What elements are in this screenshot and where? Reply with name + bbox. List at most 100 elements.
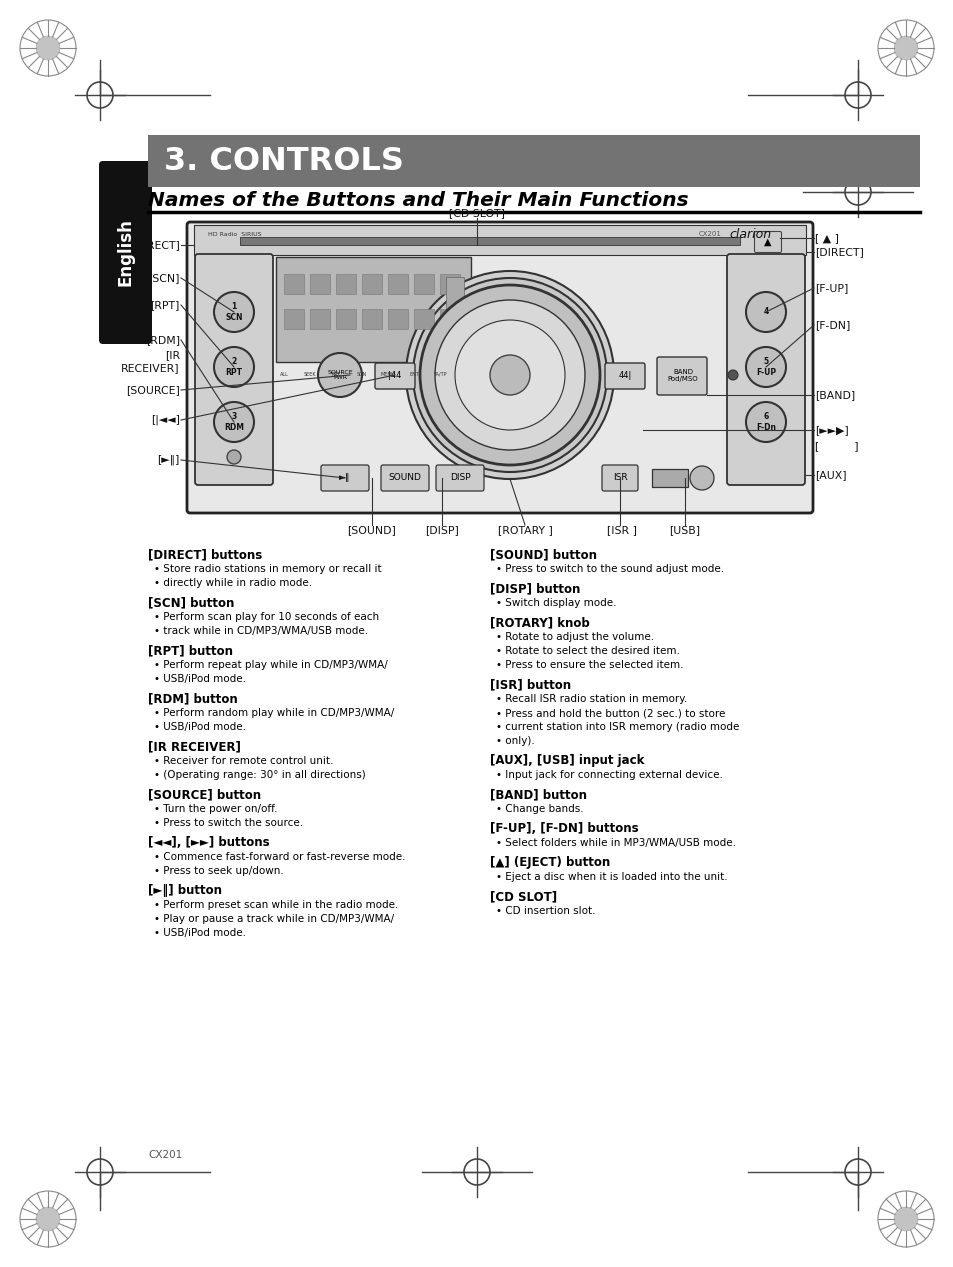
Text: • Eject a disc when it is loaded into the unit.: • Eject a disc when it is loaded into th… xyxy=(496,872,727,882)
Text: [▲] (EJECT) button: [▲] (EJECT) button xyxy=(490,856,610,869)
Text: • Switch display mode.: • Switch display mode. xyxy=(496,598,616,608)
Circle shape xyxy=(317,353,361,397)
Circle shape xyxy=(689,466,713,490)
Bar xyxy=(148,136,919,188)
FancyBboxPatch shape xyxy=(601,465,638,492)
Text: • Perform random play while in CD/MP3/WMA/: • Perform random play while in CD/MP3/WM… xyxy=(153,708,394,718)
Circle shape xyxy=(455,321,564,430)
Text: • Turn the power on/off.: • Turn the power on/off. xyxy=(153,805,277,813)
Circle shape xyxy=(227,450,241,464)
Text: • Play or pause a track while in CD/MP3/WMA/: • Play or pause a track while in CD/MP3/… xyxy=(153,914,394,924)
Text: [IR RECEIVER]: [IR RECEIVER] xyxy=(148,740,240,753)
Text: DISP: DISP xyxy=(449,474,470,483)
Text: HD Radio  SIRIUS: HD Radio SIRIUS xyxy=(208,232,261,237)
Text: CX201: CX201 xyxy=(698,231,720,237)
Text: • USB/iPod mode.: • USB/iPod mode. xyxy=(153,927,246,938)
Text: [►‖] button: [►‖] button xyxy=(148,884,222,897)
Circle shape xyxy=(727,370,738,380)
Bar xyxy=(310,309,330,329)
Text: • Recall ISR radio station in memory.: • Recall ISR radio station in memory. xyxy=(496,694,686,704)
Text: English: English xyxy=(116,219,134,286)
Bar xyxy=(414,309,434,329)
Text: SEEK: SEEK xyxy=(303,371,316,376)
Text: [CD SLOT]: [CD SLOT] xyxy=(449,208,504,218)
Text: [SOUND]: [SOUND] xyxy=(347,525,396,535)
Text: 5
F-UP: 5 F-UP xyxy=(755,357,775,376)
Circle shape xyxy=(213,347,253,386)
Text: RECEIVER]: RECEIVER] xyxy=(121,364,180,372)
Text: [F-UP]: [F-UP] xyxy=(814,283,847,293)
Text: 2
RPT: 2 RPT xyxy=(225,357,242,376)
Circle shape xyxy=(36,35,60,60)
FancyBboxPatch shape xyxy=(99,161,152,345)
Text: [RDM] button: [RDM] button xyxy=(148,692,237,704)
Bar xyxy=(193,226,805,255)
Text: • Perform scan play for 10 seconds of each: • Perform scan play for 10 seconds of ea… xyxy=(153,612,378,622)
Text: [ISR ]: [ISR ] xyxy=(606,525,637,535)
Text: CX201: CX201 xyxy=(148,1150,182,1161)
Text: [◄◄], [►►] buttons: [◄◄], [►►] buttons xyxy=(148,836,270,849)
Text: TA/TP: TA/TP xyxy=(433,371,446,376)
Bar xyxy=(284,309,304,329)
Circle shape xyxy=(745,402,785,442)
Text: • Rotate to adjust the volume.: • Rotate to adjust the volume. xyxy=(496,632,654,642)
FancyBboxPatch shape xyxy=(375,364,415,389)
Text: [BAND] button: [BAND] button xyxy=(490,788,586,801)
Bar xyxy=(335,274,355,294)
Text: [F-UP], [F-DN] buttons: [F-UP], [F-DN] buttons xyxy=(490,822,638,835)
Circle shape xyxy=(419,285,599,465)
Text: • Select folders while in MP3/WMA/USB mode.: • Select folders while in MP3/WMA/USB mo… xyxy=(496,837,735,848)
Text: [ISR] button: [ISR] button xyxy=(490,678,571,691)
Text: • Press to ensure the selected item.: • Press to ensure the selected item. xyxy=(496,660,682,670)
Text: ISR: ISR xyxy=(612,474,627,483)
FancyBboxPatch shape xyxy=(436,465,483,492)
Text: ALL: ALL xyxy=(279,371,288,376)
Circle shape xyxy=(36,1207,60,1232)
Text: • Input jack for connecting external device.: • Input jack for connecting external dev… xyxy=(496,770,722,780)
Text: MENU: MENU xyxy=(380,371,395,376)
Text: 3
RDM: 3 RDM xyxy=(224,412,244,432)
Bar xyxy=(361,309,381,329)
Text: clarion: clarion xyxy=(729,228,771,241)
Text: [          ]: [ ] xyxy=(814,441,858,451)
Text: • Press to switch the source.: • Press to switch the source. xyxy=(153,818,303,829)
FancyBboxPatch shape xyxy=(194,253,273,485)
Circle shape xyxy=(406,271,614,479)
Text: • Press to switch to the sound adjust mode.: • Press to switch to the sound adjust mo… xyxy=(496,564,723,574)
FancyBboxPatch shape xyxy=(726,253,804,485)
Text: • Perform repeat play while in CD/MP3/WMA/: • Perform repeat play while in CD/MP3/WM… xyxy=(153,660,387,670)
Text: [DIRECT]: [DIRECT] xyxy=(131,239,180,250)
Bar xyxy=(446,277,463,332)
Text: • Store radio stations in memory or recall it: • Store radio stations in memory or reca… xyxy=(153,564,381,574)
Circle shape xyxy=(213,402,253,442)
Text: [SOURCE] button: [SOURCE] button xyxy=(148,788,261,801)
FancyBboxPatch shape xyxy=(754,232,781,252)
Circle shape xyxy=(745,291,785,332)
Text: [DISP]: [DISP] xyxy=(425,525,458,535)
Text: [SOURCE]: [SOURCE] xyxy=(126,385,180,395)
Circle shape xyxy=(745,347,785,386)
Bar xyxy=(651,469,687,487)
Text: [BAND]: [BAND] xyxy=(814,390,854,400)
Text: • (Operating range: 30° in all directions): • (Operating range: 30° in all direction… xyxy=(153,770,365,780)
Text: • CD insertion slot.: • CD insertion slot. xyxy=(496,906,595,916)
Circle shape xyxy=(413,277,606,473)
Text: [|◄◄]: [|◄◄] xyxy=(151,414,180,426)
Text: • Receiver for remote control unit.: • Receiver for remote control unit. xyxy=(153,756,333,767)
Bar xyxy=(361,274,381,294)
FancyBboxPatch shape xyxy=(604,364,644,389)
Circle shape xyxy=(435,300,584,450)
Text: [IR: [IR xyxy=(165,350,180,360)
Text: ▲: ▲ xyxy=(763,237,771,247)
Text: • USB/iPod mode.: • USB/iPod mode. xyxy=(153,674,246,684)
Bar xyxy=(439,309,459,329)
Circle shape xyxy=(213,291,253,332)
Text: [SOUND] button: [SOUND] button xyxy=(490,549,597,561)
Text: SOUND: SOUND xyxy=(388,474,421,483)
Text: • Commence fast-forward or fast-reverse mode.: • Commence fast-forward or fast-reverse … xyxy=(153,851,405,862)
Text: [DIRECT]: [DIRECT] xyxy=(814,247,863,257)
Bar xyxy=(388,274,408,294)
Circle shape xyxy=(893,35,917,60)
Text: [RPT] button: [RPT] button xyxy=(148,644,233,658)
Text: • Change bands.: • Change bands. xyxy=(496,805,583,813)
